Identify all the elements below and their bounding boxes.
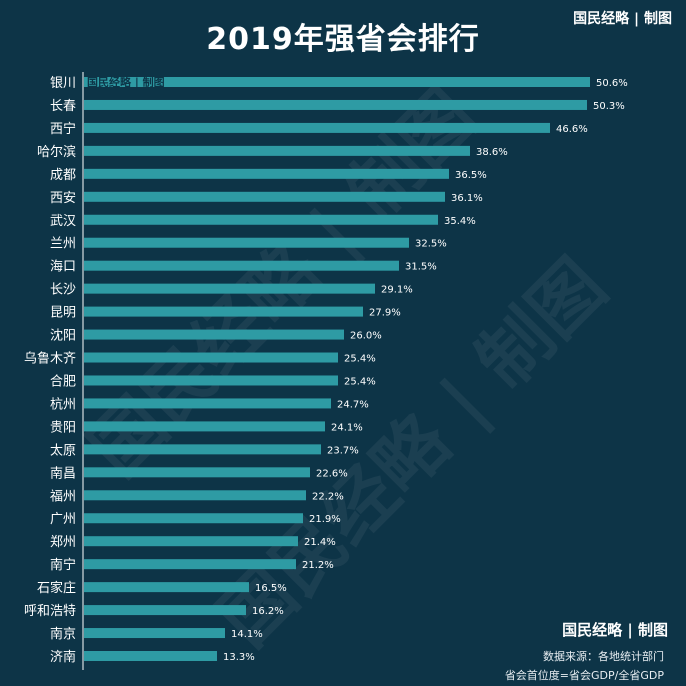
category-label: 呼和浩特 bbox=[24, 604, 76, 619]
category-label: 南宁 bbox=[50, 557, 76, 573]
category-label: 西宁 bbox=[50, 121, 76, 137]
bar bbox=[84, 605, 246, 616]
category-label: 杭州 bbox=[50, 397, 76, 412]
category-label: 济南 bbox=[50, 649, 76, 665]
value-label: 36.1% bbox=[451, 193, 483, 204]
value-label: 16.2% bbox=[252, 606, 284, 617]
value-label: 14.1% bbox=[231, 629, 263, 640]
category-label: 兰州 bbox=[50, 237, 76, 252]
watermark-layer: 国民经略 | 制图 国民经略 | 制图 bbox=[72, 72, 622, 662]
bar bbox=[84, 559, 296, 570]
value-label: 46.6% bbox=[556, 124, 588, 135]
category-label: 昆明 bbox=[50, 306, 76, 321]
value-label: 24.7% bbox=[337, 399, 369, 410]
formula-note: 省会首位度=省会GDP/全省GDP bbox=[504, 669, 664, 682]
brand-watermark-bottom: 国民经略 | 制图 bbox=[562, 621, 668, 639]
bar bbox=[84, 283, 375, 294]
category-label: 长沙 bbox=[50, 283, 76, 298]
bar bbox=[84, 582, 249, 593]
bar bbox=[84, 651, 217, 661]
value-label: 16.5% bbox=[255, 583, 287, 594]
bar bbox=[84, 444, 321, 455]
bar bbox=[84, 168, 449, 179]
category-label: 广州 bbox=[50, 512, 76, 527]
value-label: 35.4% bbox=[444, 216, 476, 227]
value-label: 25.4% bbox=[344, 354, 376, 365]
bar bbox=[84, 191, 445, 202]
category-label: 海口 bbox=[50, 260, 76, 275]
value-label: 21.2% bbox=[302, 560, 334, 571]
category-label: 沈阳 bbox=[50, 329, 76, 344]
bar bbox=[84, 628, 225, 639]
bar bbox=[84, 306, 363, 317]
value-label: 21.9% bbox=[309, 514, 341, 525]
bar bbox=[84, 214, 438, 225]
value-label: 31.5% bbox=[405, 262, 437, 273]
value-label: 38.6% bbox=[476, 147, 508, 158]
bar bbox=[84, 77, 590, 87]
category-label: 石家庄 bbox=[37, 580, 76, 596]
category-label: 贵阳 bbox=[50, 420, 76, 435]
value-label: 26.0% bbox=[350, 331, 382, 342]
category-label: 哈尔滨 bbox=[37, 144, 76, 160]
value-label: 22.2% bbox=[312, 491, 344, 502]
bar bbox=[84, 467, 310, 478]
bar bbox=[84, 99, 587, 110]
value-label: 22.6% bbox=[316, 468, 348, 479]
chart-title: 2019年强省会排行 bbox=[206, 22, 480, 57]
bar bbox=[84, 490, 306, 501]
category-label: 武汉 bbox=[50, 214, 76, 229]
bar bbox=[84, 513, 303, 524]
category-label: 银川 bbox=[50, 76, 76, 91]
category-label: 乌鲁木齐 bbox=[24, 351, 76, 367]
category-label: 郑州 bbox=[50, 535, 76, 550]
bar bbox=[84, 352, 338, 363]
bar bbox=[84, 237, 409, 248]
bar bbox=[84, 536, 298, 547]
data-source-note: 数据来源：各地统计部门 bbox=[543, 650, 664, 663]
brand-watermark-top: 国民经略 | 制图 bbox=[573, 11, 672, 27]
bar bbox=[84, 329, 344, 340]
category-label: 西安 bbox=[50, 191, 76, 206]
value-label: 25.4% bbox=[344, 376, 376, 387]
category-label: 合肥 bbox=[50, 374, 76, 389]
category-label: 长春 bbox=[50, 99, 76, 114]
value-label: 50.6% bbox=[596, 78, 628, 89]
value-label: 24.1% bbox=[331, 422, 363, 433]
category-label: 南昌 bbox=[50, 465, 76, 481]
value-label: 36.5% bbox=[455, 170, 487, 181]
bar bbox=[84, 122, 550, 133]
value-label: 29.1% bbox=[381, 285, 413, 296]
value-label: 50.3% bbox=[593, 101, 625, 112]
bar bbox=[84, 375, 338, 386]
bar bbox=[84, 260, 399, 271]
category-label: 福州 bbox=[50, 489, 76, 504]
value-label: 23.7% bbox=[327, 445, 359, 456]
value-label: 32.5% bbox=[415, 239, 447, 250]
bar-inner-brand-label: 国民经略 | 制图 bbox=[87, 75, 165, 89]
bar bbox=[84, 145, 470, 156]
bar bbox=[84, 398, 331, 409]
category-label: 成都 bbox=[50, 168, 76, 183]
value-label: 21.4% bbox=[304, 537, 336, 548]
value-label: 27.9% bbox=[369, 308, 401, 319]
category-label: 太原 bbox=[50, 443, 76, 458]
bar bbox=[84, 421, 325, 432]
category-label: 南京 bbox=[50, 626, 76, 642]
value-label: 13.3% bbox=[223, 652, 255, 663]
